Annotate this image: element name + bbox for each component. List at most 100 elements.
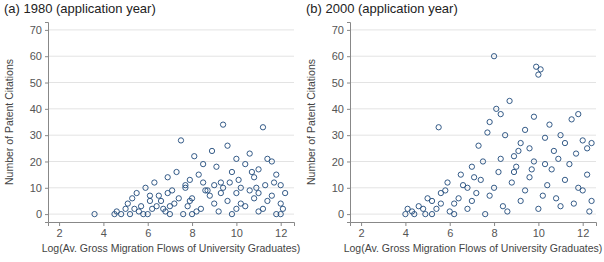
point <box>156 193 161 198</box>
title: (b) 2000 (application year) <box>306 1 458 16</box>
y-tick-mark <box>347 188 350 189</box>
point <box>558 133 563 138</box>
point <box>234 206 239 211</box>
y-tick-mark <box>347 56 350 57</box>
y-tick-mark <box>45 135 48 136</box>
point <box>584 146 589 151</box>
point <box>189 211 194 216</box>
point <box>460 183 465 188</box>
x-tick: 8 <box>491 222 497 239</box>
point <box>282 190 287 195</box>
x-tick-mark <box>583 222 584 226</box>
point <box>465 206 470 211</box>
x-tick-label: 2 <box>57 227 63 239</box>
y-tick-mark <box>45 30 48 31</box>
x-tick-label: 8 <box>491 227 497 239</box>
grid-line <box>48 56 294 57</box>
grid <box>350 30 596 214</box>
y-axis: 010203040506070 <box>30 23 49 223</box>
point <box>269 193 274 198</box>
x-tick-mark <box>236 222 237 226</box>
y-tick-mark <box>347 109 350 110</box>
point <box>238 201 243 206</box>
point <box>220 185 225 190</box>
grid-line <box>48 161 294 162</box>
x-tick-mark <box>450 222 451 226</box>
x-tick-mark <box>494 222 495 226</box>
x-tick-mark <box>148 222 149 226</box>
grid-line <box>350 214 596 215</box>
y-tick-label: 10 <box>332 182 344 194</box>
point <box>509 180 514 185</box>
point <box>529 167 534 172</box>
point <box>256 167 261 172</box>
title: (a) 1980 (application year) <box>4 1 156 16</box>
point <box>132 206 137 211</box>
x-tick-label: 12 <box>275 227 287 239</box>
point <box>522 127 527 132</box>
point <box>256 190 261 195</box>
y-tick-mark <box>45 56 48 57</box>
point <box>587 209 592 214</box>
y-tick-mark <box>347 135 350 136</box>
x-tick-label: 4 <box>101 227 107 239</box>
point <box>491 185 496 190</box>
point <box>249 169 254 174</box>
x-axis-label: Log(Av. Gross Migration Flows of Univers… <box>42 242 301 254</box>
point <box>584 172 589 177</box>
y-tick-mark <box>45 188 48 189</box>
point <box>183 185 188 190</box>
point <box>531 114 536 119</box>
point <box>580 138 585 143</box>
point <box>551 148 556 153</box>
y-tick-mark <box>347 214 350 215</box>
point <box>212 183 217 188</box>
point <box>200 180 205 185</box>
y-tick-label: 20 <box>30 155 42 167</box>
x-axis: 24681012 <box>49 222 295 239</box>
point <box>254 185 259 190</box>
point <box>138 204 143 209</box>
point <box>123 206 128 211</box>
x-tick-label: 6 <box>145 227 151 239</box>
grid-line <box>350 187 596 188</box>
x-tick-label: 4 <box>403 227 409 239</box>
point <box>498 111 503 116</box>
y-tick-mark <box>347 161 350 162</box>
point <box>542 161 547 166</box>
point <box>445 180 450 185</box>
y-axis: 010203040506070 <box>332 23 351 223</box>
y-tick: 70 <box>332 24 350 36</box>
point <box>538 67 543 72</box>
point <box>478 177 483 182</box>
point <box>558 204 563 209</box>
point <box>214 164 219 169</box>
point <box>278 201 283 206</box>
y-tick: 30 <box>332 129 350 141</box>
x-tick-label: 10 <box>533 227 545 239</box>
grid-line <box>48 29 294 30</box>
point <box>576 185 581 190</box>
point <box>434 206 439 211</box>
point <box>436 125 441 130</box>
point <box>518 140 523 145</box>
point <box>167 211 172 216</box>
point <box>229 169 234 174</box>
point <box>236 177 241 182</box>
point <box>158 198 163 203</box>
x-tick: 6 <box>145 222 151 239</box>
y-tick-mark <box>45 109 48 110</box>
point <box>511 154 516 159</box>
x-tick: 12 <box>275 222 287 239</box>
point <box>238 185 243 190</box>
point <box>200 161 205 166</box>
point <box>527 175 532 180</box>
x-tick-mark <box>103 222 104 226</box>
y-tick-label: 60 <box>30 50 42 62</box>
point <box>505 209 510 214</box>
y-tick-label: 30 <box>30 129 42 141</box>
point <box>569 117 574 122</box>
point <box>176 196 181 201</box>
y-tick: 50 <box>30 77 48 89</box>
y-tick-label: 50 <box>30 77 42 89</box>
